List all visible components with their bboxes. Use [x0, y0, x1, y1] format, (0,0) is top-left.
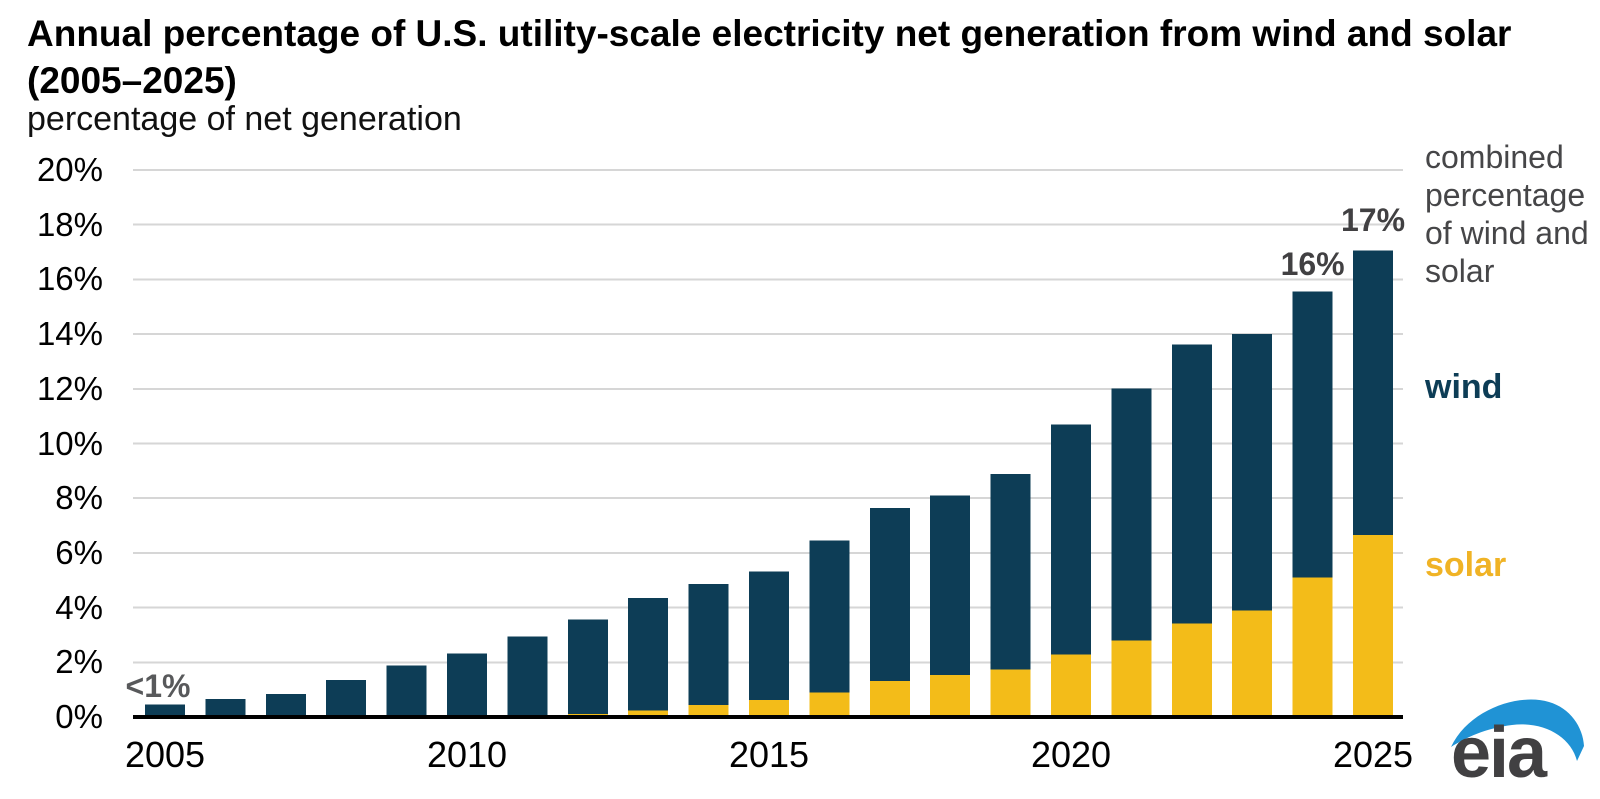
legend-note: combined percentage of wind and solar [1425, 139, 1589, 289]
y-tick-label-6pct: 6% [55, 533, 103, 571]
bar-solar-2021 [1111, 640, 1152, 717]
eia-logo: eia [1443, 693, 1593, 797]
chart-title: Annual percentage of U.S. utility-scale … [27, 10, 1587, 104]
eia-logo-text: eia [1451, 713, 1547, 793]
bar-solar-2017 [869, 680, 910, 717]
bar-wind-2024 [1292, 291, 1333, 578]
bar-wind-2016 [809, 540, 850, 693]
x-tick-label-2020: 2020 [1030, 734, 1112, 775]
bar-wind-2006 [205, 698, 246, 717]
y-tick-label-0pct: 0% [55, 698, 103, 735]
x-tick-label-2010: 2010 [426, 734, 508, 775]
gridline-16pct [133, 278, 1403, 281]
gridline-20pct [133, 169, 1403, 171]
y-tick-label-8pct: 8% [55, 479, 103, 517]
x-tick-label-2015: 2015 [728, 734, 810, 775]
bar-solar-2023 [1232, 610, 1273, 717]
gridline-14pct [133, 333, 1403, 336]
y-tick-label-10pct: 10% [36, 424, 103, 462]
bar-solar-2015 [749, 700, 789, 717]
chart-title-line1: Annual percentage of U.S. utility-scale … [27, 13, 1512, 54]
bar-wind-2018 [930, 495, 971, 676]
bar-solar-2014 [688, 705, 729, 717]
annotation-2005: <1% [125, 667, 191, 704]
bar-solar-2022 [1171, 623, 1212, 717]
gridline-10pct [133, 442, 1403, 445]
gridline-8pct [133, 497, 1403, 500]
bar-solar-2019 [990, 669, 1031, 717]
legend-label-solar: solar [1425, 546, 1507, 584]
bar-wind-2005 [145, 704, 185, 717]
x-axis-line [133, 715, 1403, 719]
bar-wind-2022 [1171, 344, 1212, 624]
bar-wind-2010 [447, 653, 487, 717]
x-tick-label-2005: 2005 [124, 734, 206, 775]
chart-subtitle: percentage of net generation [27, 100, 462, 138]
y-tick-label-14pct: 14% [36, 315, 103, 353]
bar-solar-2024 [1292, 577, 1333, 717]
bar-wind-2013 [628, 597, 669, 711]
bar-wind-2023 [1232, 334, 1273, 611]
y-tick-label-4pct: 4% [55, 588, 103, 626]
bar-wind-2012 [567, 619, 608, 714]
bar-solar-2020 [1051, 654, 1091, 717]
legend-label-wind: wind [1425, 368, 1503, 406]
y-tick-label-20pct: 20% [36, 151, 103, 188]
annotation-2025: 17% [1340, 202, 1406, 239]
y-tick-label-18pct: 18% [36, 205, 103, 243]
bar-wind-2011 [507, 636, 548, 716]
bar-wind-2009 [386, 665, 427, 717]
bar-wind-2021 [1111, 388, 1152, 641]
bar-solar-2013 [628, 710, 669, 717]
bar-wind-2020 [1051, 424, 1091, 655]
bar-wind-2007 [265, 694, 306, 717]
chart-title-line2: (2005–2025) [27, 60, 237, 101]
bar-wind-2025 [1353, 250, 1393, 535]
gridline-12pct [133, 387, 1403, 390]
annotation-2024: 16% [1280, 245, 1345, 282]
bar-wind-2015 [749, 571, 789, 701]
bar-solar-2016 [809, 692, 850, 717]
y-tick-label-2pct: 2% [55, 643, 103, 681]
bar-wind-2019 [990, 474, 1031, 670]
bar-wind-2017 [869, 507, 910, 681]
x-tick-label-2025: 2025 [1332, 734, 1414, 775]
bar-wind-2008 [326, 679, 367, 717]
bar-solar-2025 [1353, 534, 1393, 717]
eia-logo-swoosh-icon [1451, 699, 1584, 761]
y-tick-label-12pct: 12% [36, 369, 103, 407]
bar-wind-2014 [688, 583, 729, 706]
gridline-6pct [133, 551, 1403, 554]
bar-solar-2018 [930, 675, 971, 717]
y-tick-label-16pct: 16% [36, 260, 103, 298]
gridline-18pct [133, 223, 1403, 226]
